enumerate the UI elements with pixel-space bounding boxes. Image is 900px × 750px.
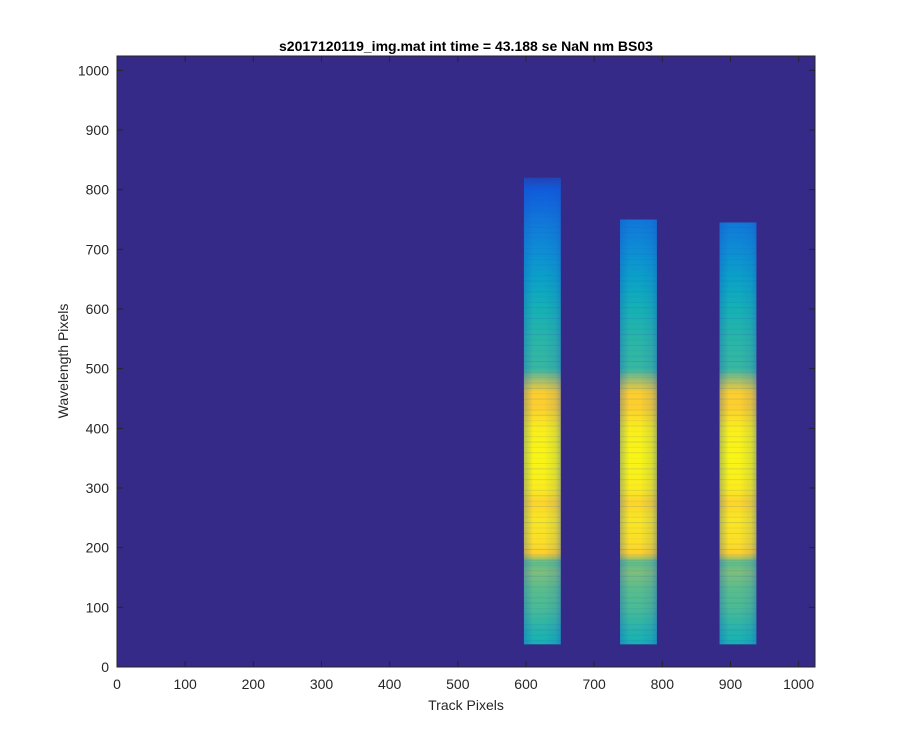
heatmap-band-shade-2	[620, 219, 657, 645]
y-axis-label: Wavelength Pixels	[55, 304, 71, 419]
x-tick-label: 900	[719, 676, 743, 692]
x-tick-label: 500	[446, 676, 470, 692]
y-tick-label: 300	[86, 480, 110, 496]
x-tick-label: 700	[582, 676, 606, 692]
y-tick-label: 900	[86, 122, 110, 138]
y-tick-label: 400	[86, 420, 110, 436]
y-tick-label: 600	[86, 301, 110, 317]
y-tick-label: 1000	[78, 62, 109, 78]
y-tick-label: 800	[86, 182, 110, 198]
heatmap-band-shade-1	[523, 177, 561, 645]
x-tick-label: 1000	[783, 676, 814, 692]
y-tick-label: 200	[86, 540, 110, 556]
y-tick-label: 500	[86, 361, 110, 377]
y-tick-label: 700	[86, 241, 110, 257]
plot-box	[116, 55, 816, 668]
y-axis: 0 100 200 300 400 500 600 700 800 900 1000	[78, 62, 815, 675]
x-tick-label: 200	[242, 676, 266, 692]
heatmap-band-shade-3	[719, 222, 757, 645]
x-tick-label: 800	[651, 676, 675, 692]
x-tick-label: 400	[378, 676, 402, 692]
x-axis: 0 100 200 300 400 500 600 700 800 900 1000	[113, 56, 814, 692]
y-tick-label: 0	[101, 659, 109, 675]
x-tick-label: 100	[173, 676, 197, 692]
heatmap-bands	[523, 177, 757, 645]
y-tick-label: 100	[86, 599, 110, 615]
heatmap-background	[117, 56, 815, 667]
chart-title: s2017120119_img.mat int time = 43.188 se…	[279, 38, 653, 54]
x-axis-label: Track Pixels	[428, 697, 504, 713]
x-tick-label: 600	[514, 676, 538, 692]
x-tick-label: 300	[310, 676, 334, 692]
x-tick-label: 0	[113, 676, 121, 692]
plot-area	[116, 55, 816, 668]
